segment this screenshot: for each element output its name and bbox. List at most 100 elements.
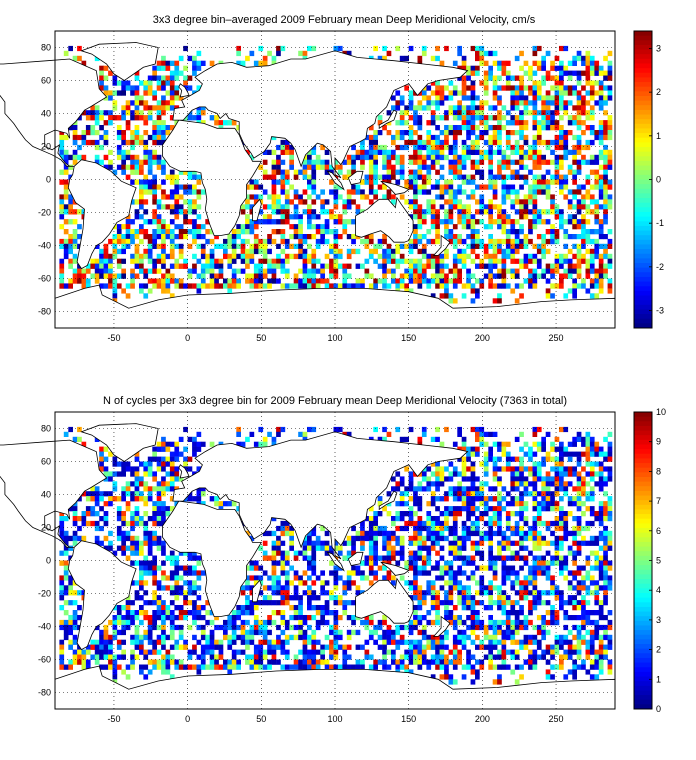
bin-cell (307, 243, 312, 249)
bin-cell (523, 85, 529, 91)
bin-cell (156, 486, 162, 492)
bin-cell (258, 565, 264, 571)
bin-cell (161, 125, 166, 131)
bin-cell (399, 159, 405, 165)
bin-cell (165, 471, 171, 477)
bin-cell (134, 590, 140, 596)
bin-cell (545, 219, 551, 225)
bin-cell (466, 615, 471, 621)
bin-cell (280, 229, 286, 235)
bin-cell (457, 431, 462, 437)
bin-cell (483, 248, 489, 255)
bin-cell (152, 159, 157, 165)
bin-cell (519, 164, 524, 170)
bin-cell (501, 496, 507, 502)
bin-cell (399, 535, 405, 542)
bin-cell (559, 70, 564, 76)
bin-cell (196, 194, 202, 200)
bin-cell (470, 100, 476, 106)
colorbar-swatch (634, 68, 652, 74)
bin-cell (68, 125, 73, 131)
bin-cell (457, 234, 462, 240)
bin-cell (519, 95, 524, 101)
bin-cell (417, 550, 423, 556)
bin-cell (475, 540, 480, 546)
bin-cell (258, 545, 264, 551)
bin-cell (134, 595, 140, 601)
bin-cell (236, 229, 241, 235)
bin-cell (563, 481, 569, 487)
bin-cell (90, 125, 96, 131)
bin-cell (607, 115, 613, 121)
bin-cell (63, 570, 69, 576)
bin-cell (121, 238, 126, 245)
bin-cell (85, 130, 91, 136)
bin-cell (536, 248, 542, 255)
bin-cell (483, 456, 489, 462)
bin-cell (161, 229, 166, 235)
map-panel-velocity: 3x3 degree bin–averaged 2009 February me… (0, 14, 664, 343)
bin-cell (280, 45, 286, 52)
bin-cell (368, 149, 374, 155)
bin-cell (576, 189, 582, 195)
bin-cell (603, 55, 608, 62)
bin-cell (581, 100, 586, 106)
bin-cell (382, 540, 387, 546)
bin-cell (108, 258, 113, 264)
bin-cell (156, 80, 162, 86)
bin-cell (430, 110, 436, 116)
bin-cell (576, 253, 582, 260)
bin-cell (523, 110, 529, 116)
bin-cell (253, 605, 259, 611)
bin-cell (196, 560, 202, 566)
bin-cell (276, 426, 281, 433)
bin-cell (280, 565, 286, 571)
bin-cell (302, 164, 308, 170)
bin-cell (475, 496, 480, 502)
bin-cell (134, 273, 140, 279)
bin-cell (417, 595, 423, 601)
bin-cell (559, 555, 564, 561)
bin-cell (183, 446, 188, 452)
bin-cell (559, 159, 564, 165)
bin-cell (165, 130, 171, 136)
bin-cell (563, 615, 569, 621)
bin-cell (594, 174, 600, 180)
bin-cell (156, 258, 162, 264)
bin-cell (130, 545, 135, 551)
bin-cell (589, 268, 595, 274)
bin-cell (559, 214, 564, 220)
bin-cell (134, 159, 140, 165)
bin-cell (152, 595, 157, 601)
bin-cell (554, 535, 560, 542)
bin-cell (337, 283, 343, 289)
bin-cell (430, 585, 436, 591)
bin-cell (112, 615, 118, 621)
bin-cell (554, 204, 560, 210)
bin-cell (143, 179, 149, 185)
bin-cell (448, 530, 454, 537)
bin-cell (559, 65, 564, 71)
bin-cell (85, 125, 91, 131)
bin-cell (139, 560, 144, 566)
bin-cell (134, 535, 140, 542)
bin-cell (483, 481, 489, 487)
bin-cell (351, 199, 356, 205)
bin-cell (139, 159, 144, 165)
bin-cell (108, 283, 113, 289)
bin-cell (514, 550, 520, 556)
bin-cell (448, 471, 454, 477)
bin-cell (452, 516, 458, 522)
bin-cell (572, 263, 577, 269)
colorbar-swatch (634, 304, 652, 310)
map-title: N of cycles per 3x3 degree bin for 2009 … (103, 395, 567, 407)
bin-cell (116, 506, 122, 512)
bin-cell (130, 238, 135, 245)
bin-cell (192, 65, 197, 71)
bin-cell (236, 45, 241, 52)
bin-cell (607, 466, 613, 472)
bin-cell (576, 50, 582, 57)
bin-cell (501, 540, 507, 546)
bin-cell (492, 90, 498, 96)
bin-cell (333, 615, 339, 621)
